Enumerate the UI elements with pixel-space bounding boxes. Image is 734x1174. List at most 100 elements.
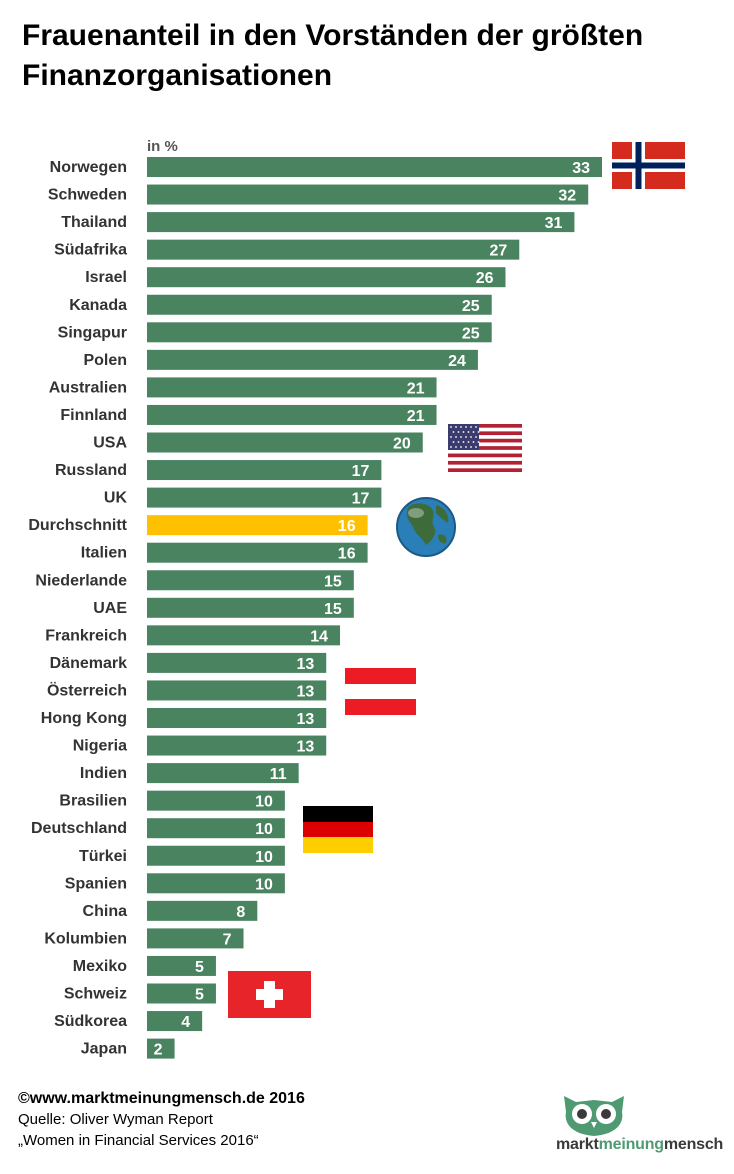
globe [396,497,456,557]
bar-spanien [147,873,285,894]
value-label: 8 [236,904,245,921]
value-label: 5 [195,987,204,1004]
bar-chart: in % Norwegen 33 Schweden 32 Thailand 31 Südaf… [28,138,685,1059]
austria-flag [345,668,416,715]
bar-kolumbien [147,928,244,949]
category-label: Durchschnitt [28,517,127,534]
value-label: 11 [270,766,287,783]
value-label: 2 [154,1042,163,1059]
category-label: Mexiko [73,958,127,975]
chart-title: Frauenanteil in den Vorständen der größt… [22,19,644,92]
owl-icon [564,1096,624,1136]
category-label: UK [104,490,128,507]
source-line-2: „Women in Financial Services 2016“ [18,1132,259,1149]
value-label: 33 [572,160,590,177]
value-label: 15 [324,573,342,590]
value-label: 26 [476,270,494,287]
category-label: Österreich [47,680,127,699]
bar-durchschnitt [147,515,368,536]
bar-mexiko [147,955,216,976]
value-label: 13 [296,683,314,700]
category-label: USA [93,435,127,452]
value-label: 25 [462,298,480,315]
bar-russland [147,460,382,481]
value-label: 20 [393,436,411,453]
value-label: 4 [181,1014,190,1031]
category-label: Finnland [60,407,127,424]
bar-polen [147,349,478,370]
value-label: 13 [296,711,314,728]
bar-deutschland [147,818,285,839]
bar-thailand [147,212,575,233]
value-label: 16 [338,546,356,563]
bar-schweiz [147,983,216,1004]
bar-hong-kong [147,708,327,728]
bar-türkei [147,845,285,866]
bar-japan [147,1038,175,1059]
value-label: 31 [545,215,563,232]
bar-uk [147,487,382,508]
value-label: 17 [352,463,370,480]
category-label: Dänemark [50,655,127,672]
value-label: 14 [310,628,328,645]
value-label: 25 [462,325,480,342]
category-label: Südafrika [54,242,127,259]
bar-finnland [147,404,437,425]
category-label: Türkei [79,848,127,865]
source-line-1: Quelle: Oliver Wyman Report [18,1111,213,1128]
bar-australien [147,377,437,398]
copyright[interactable]: ©www.marktmeinungmensch.de 2016 [18,1090,305,1107]
bar-südkorea [147,1011,203,1032]
category-label: Schweden [48,187,127,204]
value-label: 15 [324,601,342,618]
value-label: 10 [255,849,273,866]
category-label: China [83,903,128,920]
category-label: Deutschland [31,820,127,837]
category-label: Singapur [58,324,127,341]
bar-südafrika [147,239,520,260]
value-label: 13 [296,739,314,756]
category-label: Niederlande [35,572,127,589]
category-label: Spanien [65,875,127,892]
bar-uae [147,597,354,618]
bar-schweden [147,184,589,205]
category-label: Schweiz [64,986,127,1003]
value-label: 13 [296,656,314,673]
bar-nigeria [147,735,327,756]
footer: ©www.marktmeinungmensch.de 2016 Quelle: … [18,1088,468,1151]
category-label: Thailand [61,214,127,231]
category-label: UAE [93,600,127,617]
value-label: 10 [255,876,273,893]
bar-dänemark [147,652,327,673]
value-label: 32 [558,188,576,205]
bar-italien [147,542,368,563]
category-label: Kolumbien [44,930,127,947]
value-label: 7 [223,931,232,948]
category-label: Brasilien [59,793,127,810]
category-label: Nigeria [73,738,127,755]
bar-brasilien [147,790,285,811]
bar-israel [147,267,506,288]
unit-label: in % [147,138,178,155]
logo-wordmark: marktmeinungmensch [556,1136,724,1153]
bar-norwegen [147,157,602,177]
value-label: 10 [255,794,273,811]
value-label: 24 [448,353,466,370]
bar-singapur [147,322,492,343]
category-label: Israel [85,269,127,286]
category-label: Russland [55,462,127,479]
category-label: Australien [49,379,127,396]
category-label: Japan [81,1041,127,1058]
category-label: Frankreich [45,627,127,644]
norway-flag [612,142,685,189]
value-label: 21 [407,408,425,425]
category-label: Hong Kong [41,710,127,727]
bar-niederlande [147,570,354,591]
bar-österreich [147,680,327,701]
category-label: Polen [83,352,127,369]
category-label: Südkorea [54,1013,127,1030]
bar-china [147,900,258,921]
category-label: Norwegen [50,159,127,176]
value-label: 17 [352,491,370,508]
bars-group: Norwegen 33 Schweden 32 Thailand 31 Südafrika 2… [28,157,602,1059]
